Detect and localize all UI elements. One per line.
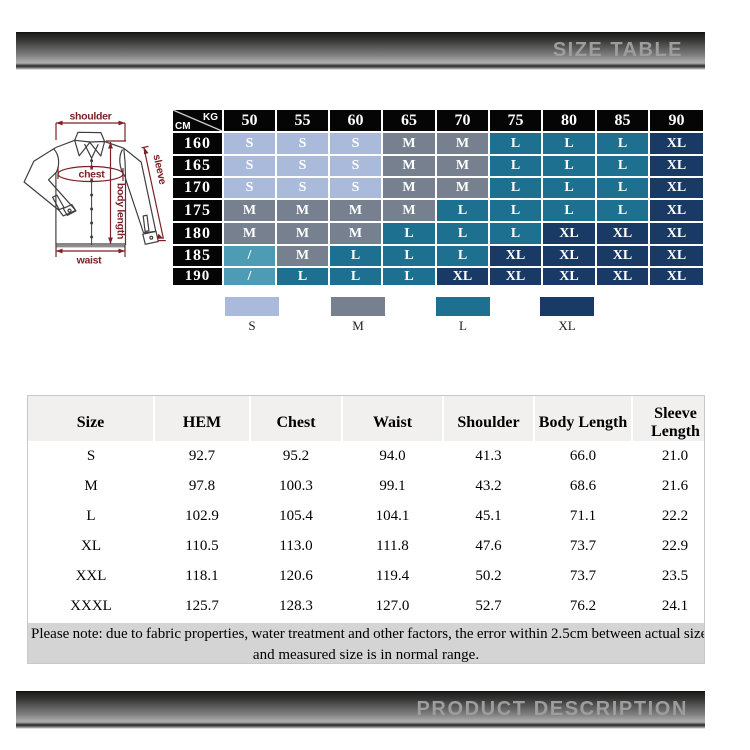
svg-text:chest: chest [79, 169, 106, 181]
svg-text:waist: waist [76, 255, 103, 267]
svg-text:shoulder: shoulder [70, 111, 112, 123]
svg-text:KG: KG [203, 112, 218, 123]
svg-text:body length: body length [115, 183, 127, 239]
svg-text:CM: CM [175, 121, 191, 131]
svg-text:sleeve: sleeve [150, 153, 168, 186]
